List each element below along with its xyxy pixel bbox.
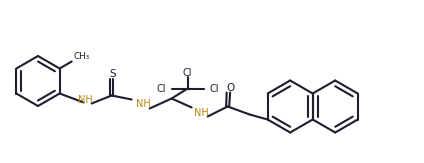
Text: O: O [226, 82, 235, 92]
Text: NH: NH [136, 98, 151, 109]
Text: NH: NH [78, 95, 92, 104]
Text: Cl: Cl [156, 83, 166, 94]
Text: NH: NH [194, 108, 209, 118]
Text: Cl: Cl [183, 67, 192, 77]
Text: S: S [109, 68, 116, 79]
Text: Cl: Cl [209, 83, 219, 94]
Text: CH₃: CH₃ [74, 52, 90, 61]
